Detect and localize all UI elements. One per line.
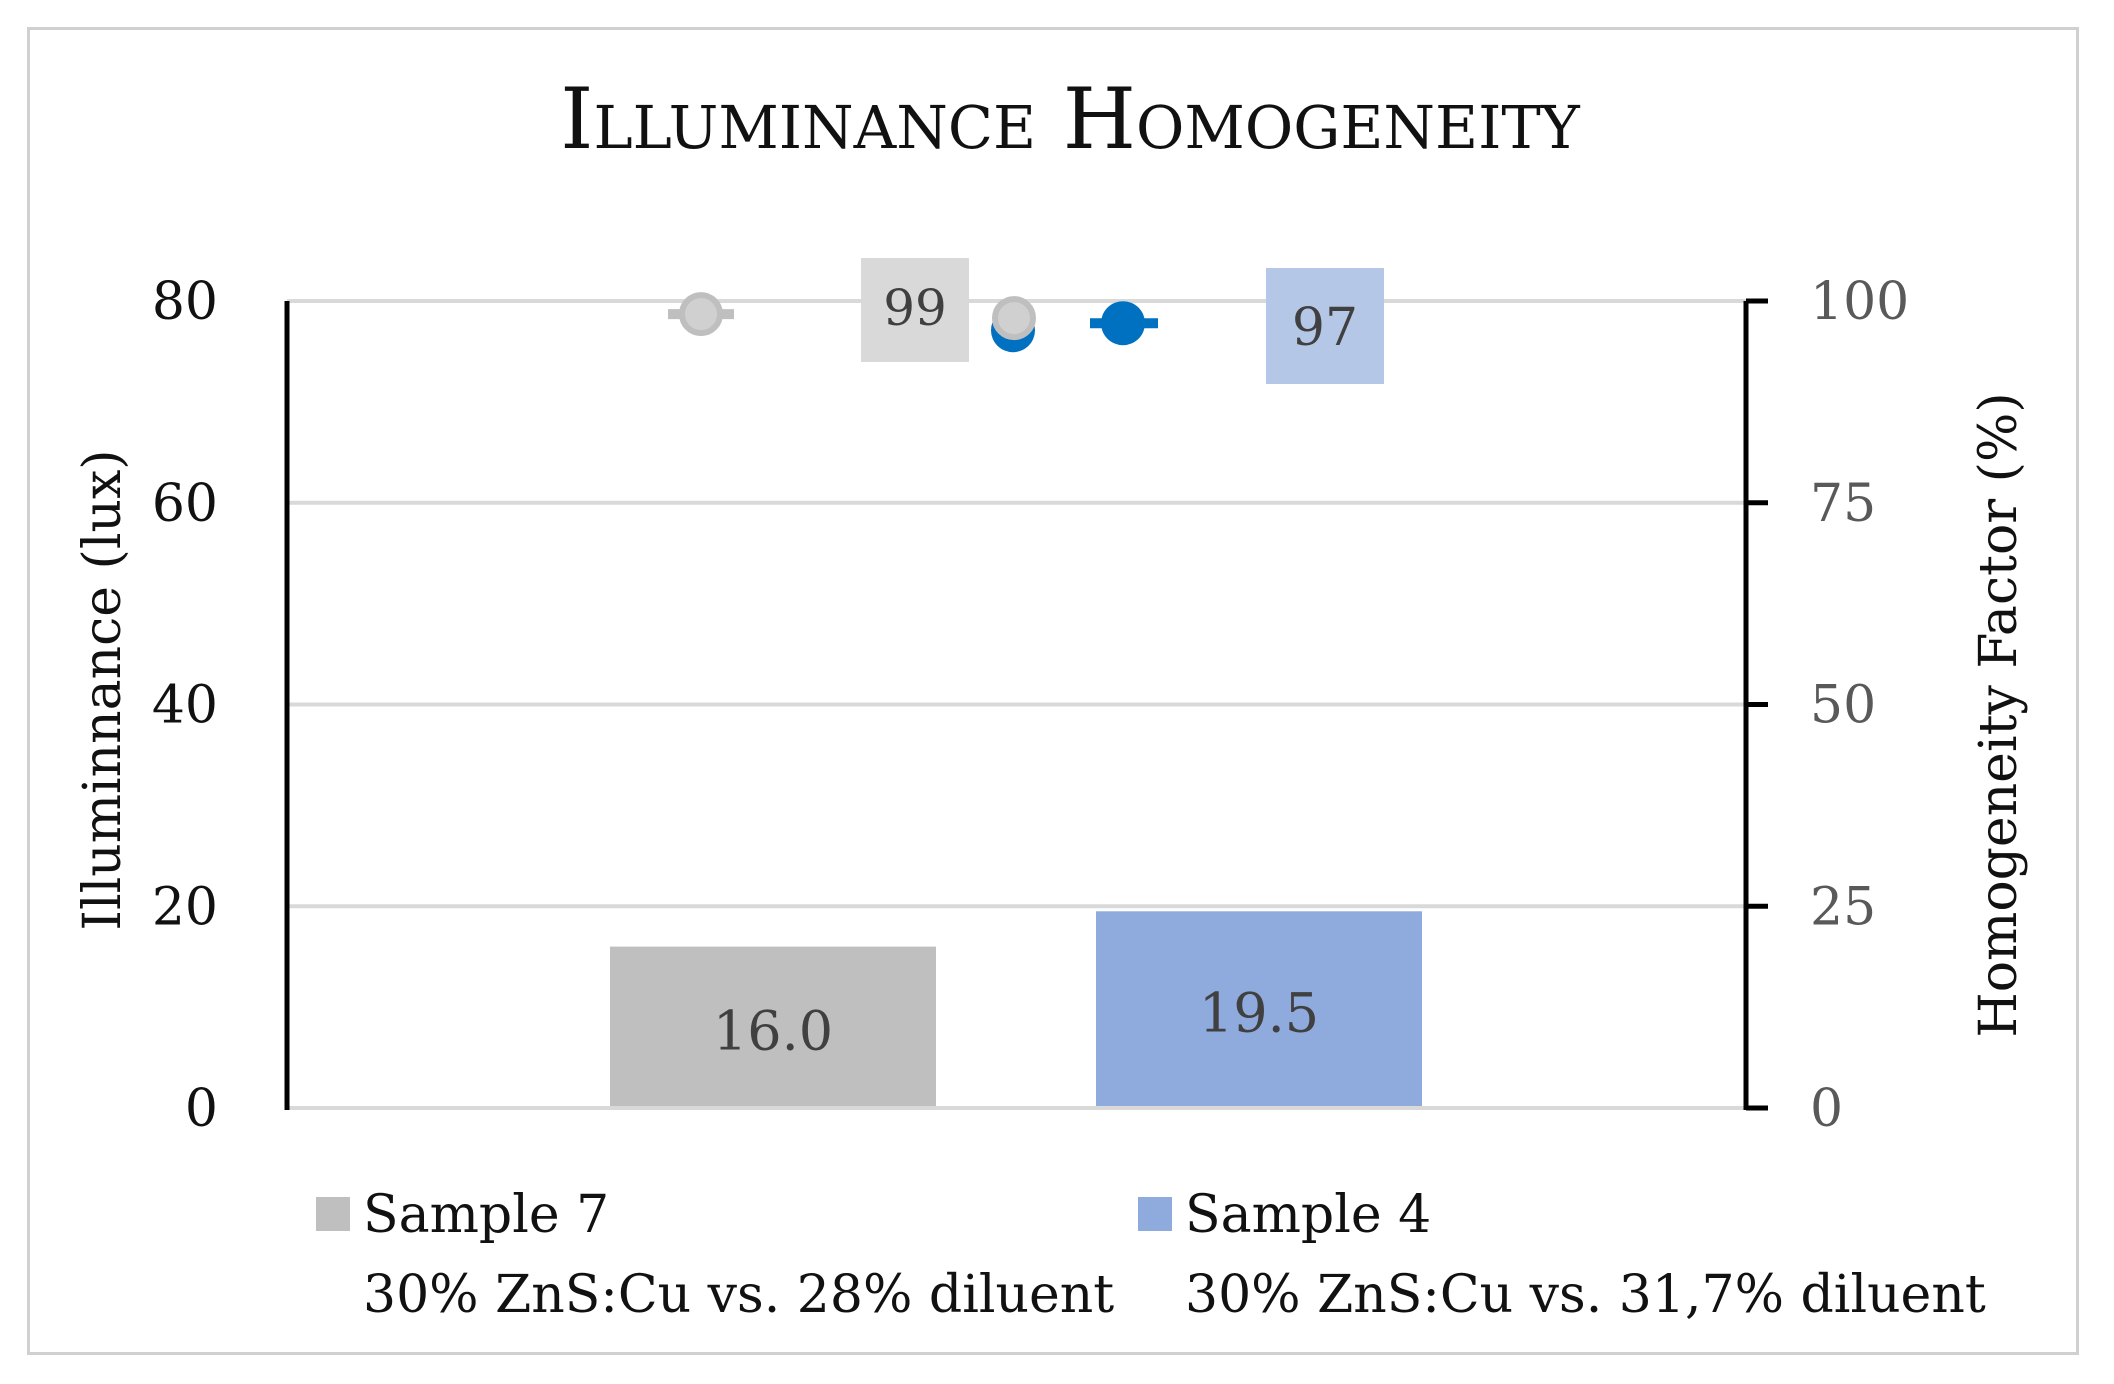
legend-desc-2: 30% ZnS:Cu vs. 31,7% diluent	[1185, 1265, 1986, 1325]
legend-swatch-1	[316, 1197, 350, 1231]
y2-axis-label: Homogeneity Factor (%)	[1969, 392, 2029, 1037]
value-box-sample-7	[861, 258, 969, 362]
legend-name-1: Sample 7	[363, 1185, 609, 1245]
legend-swatch-2	[1138, 1197, 1172, 1231]
y-tick-20: 20	[152, 877, 218, 937]
y-tick-80: 80	[152, 272, 218, 332]
y-ticks-left: 0 20 40 60 80	[152, 272, 218, 1139]
homogeneity-markers: 99 97	[668, 258, 1384, 384]
legend: Sample 7 30% ZnS:Cu vs. 28% diluent Sample…	[316, 1185, 1986, 1325]
marker-sample-4-b	[1101, 301, 1145, 346]
bars-group: 16.0 19.5	[610, 911, 1422, 1108]
y2-tick-75: 75	[1810, 474, 1876, 534]
y2-tick-0: 0	[1810, 1079, 1843, 1139]
y-tick-60: 60	[152, 474, 218, 534]
value-label-sample-7: 99	[883, 279, 947, 337]
y2-tick-100: 100	[1810, 272, 1909, 332]
legend-desc-1: 30% ZnS:Cu vs. 28% diluent	[363, 1265, 1114, 1325]
value-label-sample-4: 97	[1292, 298, 1358, 358]
y-ticks-right: 0 25 50 75 100	[1746, 272, 1909, 1139]
bar-1	[610, 946, 936, 1108]
bar-1-label: 16.0	[713, 999, 833, 1062]
marker-sample-7-a	[679, 292, 723, 337]
bar-2	[1096, 911, 1422, 1108]
chart-title-text: Illuminance Homogeneity	[560, 70, 1580, 168]
chart-frame	[27, 27, 2079, 1355]
chart-title: Illuminance Homogeneity	[560, 70, 1580, 168]
y-axis-label: Illuminnance (lux)	[73, 449, 133, 930]
bar-2-label: 19.5	[1199, 982, 1319, 1045]
legend-name-2: Sample 4	[1185, 1185, 1431, 1245]
value-box-sample-4	[1266, 268, 1384, 384]
y2-tick-50: 50	[1810, 676, 1876, 736]
marker-sample-7-b	[992, 296, 1036, 341]
y-tick-40: 40	[152, 676, 218, 736]
y2-tick-25: 25	[1810, 877, 1876, 937]
grid-lines	[287, 299, 1746, 909]
y-tick-0: 0	[185, 1079, 218, 1139]
